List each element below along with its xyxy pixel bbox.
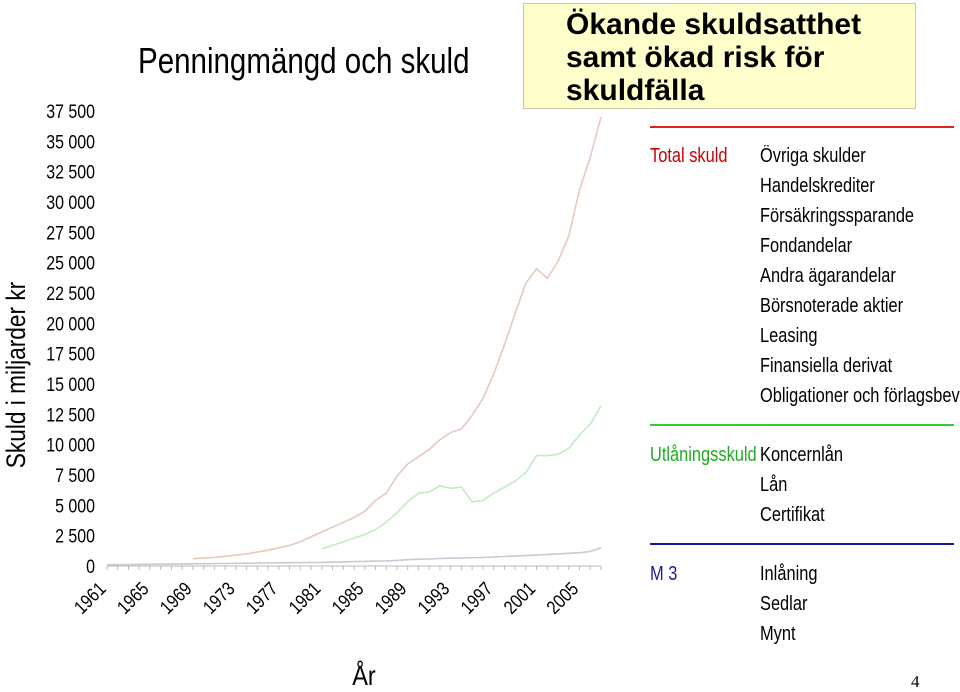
x-tick-label: 1961 <box>70 578 110 618</box>
callout-line-1: Ökande skuldsatthet <box>566 8 862 41</box>
callout-line-3: skuldfälla <box>566 74 705 107</box>
y-tick-label: 35 000 <box>46 131 95 153</box>
page-number: 4 <box>911 672 920 691</box>
x-tick-label: 1969 <box>156 578 196 618</box>
legend-component: Inlåning <box>760 563 818 585</box>
legend-label-m3: M 3 <box>650 563 678 585</box>
legend-component: Finansiella derivat <box>760 355 893 377</box>
y-tick-label: 12 500 <box>46 404 95 426</box>
series-line-utlaningsskuld <box>321 405 602 550</box>
legend-line-total-skuld <box>650 126 954 128</box>
x-tick-label: 1993 <box>413 578 453 618</box>
x-tick-label: 1997 <box>456 578 496 618</box>
legend-component: Handelskrediter <box>760 175 875 197</box>
legend-component: Övriga skulder <box>760 145 866 167</box>
y-tick-label: 10 000 <box>46 434 95 456</box>
x-tick-label: 1977 <box>241 578 281 618</box>
x-tick-label: 2001 <box>499 578 539 618</box>
legend-component: Koncernlån <box>760 444 843 466</box>
legend-line-utlaningsskuld <box>650 424 954 426</box>
y-tick-label: 2 500 <box>55 525 95 547</box>
callout-box: Ökande skuldsatthet samt ökad risk för s… <box>523 3 916 109</box>
y-tick-label: 32 500 <box>46 161 95 183</box>
legend-component: Leasing <box>760 325 818 347</box>
y-tick-label: 37 500 <box>46 101 95 123</box>
y-tick-label: 0 <box>86 556 95 578</box>
legend-line-m3 <box>650 543 954 545</box>
y-tick-label: 7 500 <box>55 465 95 487</box>
legend-component: Obligationer och förlagsbevis <box>760 385 960 407</box>
y-axis-label: Skuld i miljarder kr <box>1 282 31 468</box>
legend-component: Andra ägarandelar <box>760 265 896 287</box>
series-line-total-skuld <box>192 116 602 560</box>
legend-component: Mynt <box>760 623 796 645</box>
legend-component: Fondandelar <box>760 235 853 257</box>
y-tick-label: 17 500 <box>46 343 95 365</box>
x-axis-label: År <box>352 659 376 690</box>
callout-text: Ökande skuldsatthet samt ökad risk för s… <box>566 8 861 107</box>
series-line-m3 <box>106 547 602 566</box>
y-tick-label: 20 000 <box>46 313 95 335</box>
y-tick-label: 5 000 <box>55 495 95 517</box>
x-tick-label: 1989 <box>370 578 410 618</box>
legend-component: Certifikat <box>760 504 825 526</box>
legend-component: Lån <box>760 474 788 496</box>
legend-component: Börsnoterade aktier <box>760 295 904 317</box>
x-tick-label: 2005 <box>542 578 583 619</box>
x-tick-label: 1981 <box>284 578 324 618</box>
y-tick-label: 15 000 <box>46 374 95 396</box>
x-tick-label: 1965 <box>113 578 154 619</box>
legend-component: Försäkringssparande <box>760 205 915 227</box>
y-tick-label: 22 500 <box>46 283 95 305</box>
legend-label-utlaningsskuld: Utlåningsskuld <box>650 444 757 466</box>
y-tick-label: 30 000 <box>46 192 95 214</box>
chart-title: Penningmängd och skuld <box>138 40 470 81</box>
callout-line-2: samt ökad risk för <box>566 41 825 74</box>
y-tick-label: 27 500 <box>46 222 95 244</box>
x-tick-label: 1973 <box>199 578 239 618</box>
legend-component: Sedlar <box>760 593 808 615</box>
x-tick-label: 1985 <box>327 578 368 619</box>
legend-label-total-skuld: Total skuld <box>650 145 728 167</box>
y-tick-label: 25 000 <box>46 252 95 274</box>
